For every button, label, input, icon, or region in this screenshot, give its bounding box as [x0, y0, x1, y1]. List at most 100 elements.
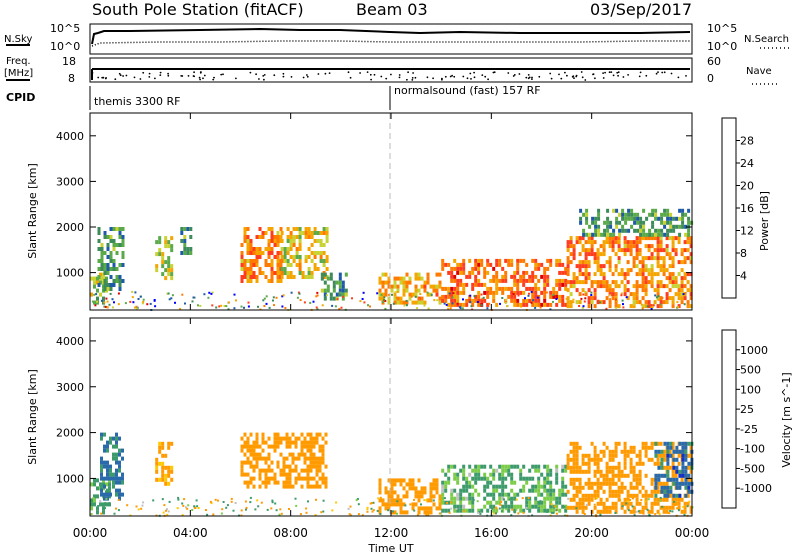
heatmap-cell	[647, 280, 651, 285]
heatmap-cell	[468, 270, 472, 275]
heatmap-cell	[103, 231, 107, 235]
heatmap-cell	[243, 271, 247, 275]
heatmap-cell	[100, 484, 103, 489]
heatmap-cell	[309, 456, 313, 461]
heatmap-cell	[650, 256, 654, 261]
colorbar-tick-label: 20	[740, 180, 754, 193]
heatmap-cell	[594, 232, 598, 237]
heatmap-cell	[435, 292, 439, 297]
heatmap-cell	[449, 307, 452, 310]
heatmap-cell	[622, 303, 624, 306]
heatmap-cell	[569, 304, 573, 309]
heatmap-cell	[549, 262, 553, 267]
heatmap-cell	[444, 286, 448, 291]
heatmap-cell	[456, 278, 460, 283]
heatmap-cell	[650, 264, 654, 269]
heatmap-cell	[243, 460, 247, 465]
heatmap-cell	[656, 252, 660, 257]
heatmap-cell	[167, 292, 170, 295]
heatmap-cell	[656, 497, 660, 502]
heatmap-cell	[680, 292, 684, 297]
heatmap-cell	[423, 304, 426, 307]
heatmap-cell	[423, 300, 427, 305]
heatmap-cell	[295, 235, 299, 239]
nave-point	[449, 75, 452, 78]
heatmap-cell	[453, 508, 457, 513]
heatmap-cell	[647, 493, 651, 498]
heatmap-cell	[341, 284, 345, 289]
heatmap-cell	[100, 255, 104, 259]
heatmap-cell	[546, 258, 550, 263]
heatmap-cell	[414, 272, 418, 277]
heatmap-cell	[659, 256, 663, 261]
heatmap-cell	[614, 473, 618, 478]
heatmap-cell	[635, 256, 639, 261]
heatmap-cell	[561, 282, 565, 287]
heatmap-cell	[267, 279, 271, 283]
heatmap-cell	[307, 231, 311, 235]
heatmap-cell	[623, 272, 627, 277]
heatmap-cell	[109, 476, 112, 481]
heatmap-cell	[331, 304, 334, 307]
heatmap-cell	[660, 228, 664, 233]
heatmap-cell	[380, 293, 383, 296]
heatmap-cell	[644, 288, 648, 293]
heatmap-cell	[537, 286, 541, 291]
heatmap-cell	[633, 514, 636, 517]
heatmap-cell	[280, 271, 284, 275]
heatmap-cell	[161, 441, 165, 446]
heatmap-cell	[537, 302, 541, 307]
heatmap-cell	[307, 500, 309, 503]
heatmap-cell	[97, 239, 101, 243]
heatmap-cell	[414, 300, 418, 305]
heatmap-cell	[315, 460, 319, 465]
heatmap-cell	[656, 264, 660, 269]
nave-point	[349, 76, 352, 79]
heatmap-cell	[569, 457, 573, 462]
heatmap-cell	[115, 507, 117, 510]
heatmap-cell	[300, 432, 304, 437]
heatmap-cell	[687, 461, 691, 466]
heatmap-cell	[307, 271, 311, 275]
heatmap-cell	[109, 227, 113, 231]
heatmap-cell	[564, 468, 568, 473]
nsky-trace	[91, 27, 691, 45]
heatmap-cell	[471, 484, 475, 489]
heatmap-cell	[139, 295, 142, 298]
heatmap-cell	[581, 248, 585, 253]
heatmap-cell	[537, 298, 541, 303]
heatmap-cell	[605, 307, 608, 310]
heatmap-cell	[288, 472, 292, 477]
heatmap-cell	[285, 456, 289, 461]
heatmap-cell	[286, 263, 290, 267]
heatmap-cell	[486, 500, 490, 505]
nave-point	[527, 74, 530, 76]
heatmap-cell	[656, 260, 660, 265]
heatmap-cell	[112, 480, 115, 485]
heatmap-cell	[154, 305, 157, 308]
heatmap-cell	[662, 505, 666, 510]
heatmap-cell	[638, 509, 642, 514]
heatmap-cell	[501, 488, 505, 493]
cpid-label: CPID	[6, 91, 35, 104]
heatmap-cell	[155, 457, 159, 462]
heatmap-cell	[270, 275, 274, 279]
heatmap-cell	[681, 445, 685, 450]
heatmap-cell	[165, 509, 167, 512]
nave-point	[306, 74, 308, 76]
heatmap-cell	[342, 295, 345, 298]
heatmap-cell	[522, 258, 526, 263]
heatmap-cell	[629, 509, 633, 514]
heatmap-cell	[540, 508, 544, 513]
heatmap-cell	[388, 293, 391, 296]
heatmap-cell	[335, 292, 339, 297]
heatmap-cell	[477, 508, 481, 513]
heatmap-cell	[164, 453, 168, 458]
heatmap-cell	[617, 485, 621, 490]
heatmap-cell	[537, 505, 540, 508]
heatmap-cell	[486, 270, 490, 275]
heatmap-cell	[635, 497, 639, 502]
heatmap-cell	[543, 496, 547, 501]
heatmap-cell	[121, 239, 125, 243]
heatmap-cell	[566, 244, 570, 249]
